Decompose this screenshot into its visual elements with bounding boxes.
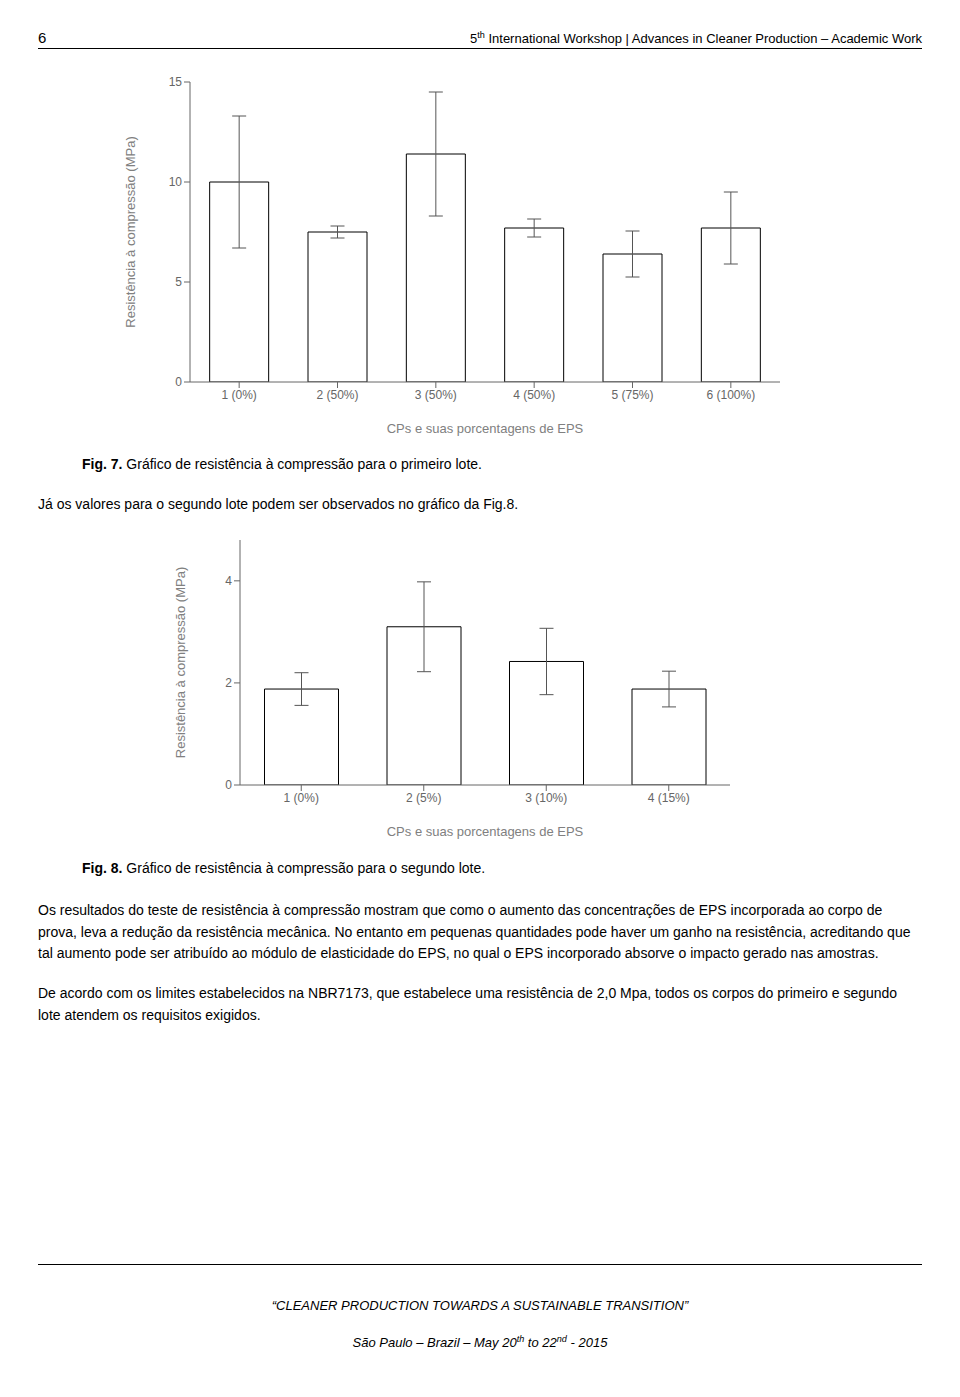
svg-text:Resistência à compressão (MPa): Resistência à compressão (MPa) [123,136,138,327]
svg-text:CPs e suas porcentagens de EPS: CPs e suas porcentagens de EPS [387,824,584,839]
html-text:São Paulo – Brazil – May 20tht: São Paulo – Brazil – May 20thto 22nd- 20… [352,1334,608,1351]
svg-text:6 (100%): 6 (100%) [706,388,755,402]
svg-text:5: 5 [175,275,182,289]
html-text:Fig. 7. Gráfico de resistência: Fig. 7. Gráfico de resistência à compres… [82,456,482,472]
svg-text:1 (0%): 1 (0%) [284,791,319,805]
svg-text:2: 2 [225,676,232,690]
svg-text:15: 15 [169,75,183,89]
svg-text:0: 0 [225,778,232,792]
svg-text:3 (10%): 3 (10%) [525,791,567,805]
html-text:5thInternational Workshop | Ad: 5thInternational Workshop | Advances in … [470,29,922,46]
svg-text:3 (50%): 3 (50%) [415,388,457,402]
svg-text:1 (0%): 1 (0%) [221,388,256,402]
html-text:Os resultados do teste de resi: Os resultados do teste de resistência à … [38,902,911,962]
svg-text:4 (15%): 4 (15%) [648,791,690,805]
html-text:De acordo com os limites estab: De acordo com os limites estabelecidos n… [38,985,898,1023]
svg-text:0: 0 [175,375,182,389]
svg-text:5 (75%): 5 (75%) [611,388,653,402]
svg-text:CPs e suas porcentagens de EPS: CPs e suas porcentagens de EPS [387,421,584,436]
html-text:6: 6 [38,29,47,46]
svg-text:4 (50%): 4 (50%) [513,388,555,402]
svg-text:10: 10 [169,175,183,189]
svg-text:2 (5%): 2 (5%) [406,791,441,805]
svg-text:4: 4 [225,574,232,588]
html-text:Fig. 8. Gráfico de resistência: Fig. 8. Gráfico de resistência à compres… [82,860,486,876]
html-text:“CLEANER PRODUCTION TOWARDS A: “CLEANER PRODUCTION TOWARDS A SUSTAINABL… [271,1298,689,1313]
html-text:Já os valores para o segundo l: Já os valores para o segundo lote podem … [38,496,519,512]
svg-text:Resistência à compressão (MPa): Resistência à compressão (MPa) [173,567,188,758]
svg-text:2 (50%): 2 (50%) [316,388,358,402]
